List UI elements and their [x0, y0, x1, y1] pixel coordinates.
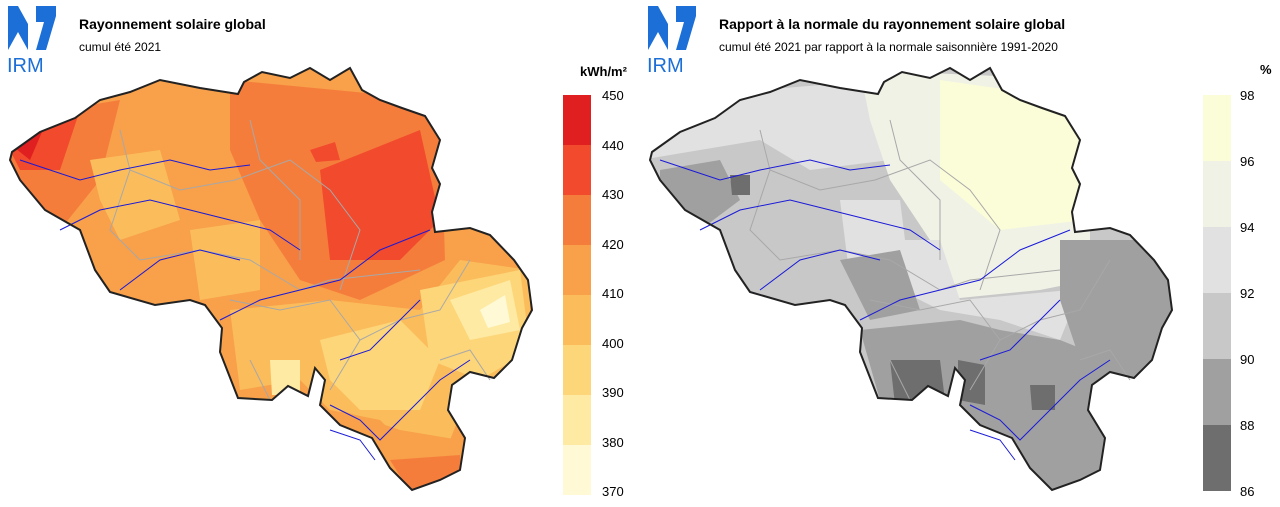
legend-tick: 420: [602, 237, 624, 252]
legend-swatch-450: [563, 95, 591, 145]
map-subtitle: cumul été 2021 par rapport à la normale …: [719, 40, 1058, 54]
legend-swatch-440: [563, 145, 591, 195]
legend-tick: 400: [602, 336, 624, 351]
legend-swatch-90-92: [1203, 293, 1231, 359]
legend-swatch-92-94: [1203, 227, 1231, 293]
legend-swatch-94-96: [1203, 161, 1231, 227]
legend-swatch-420: [563, 245, 591, 295]
legend-swatch-430: [563, 195, 591, 245]
legend-tick: 380: [602, 435, 624, 450]
map-title: Rayonnement solaire global: [79, 16, 266, 32]
belgium-radiation-map: [9, 67, 533, 491]
legend-tick: 98: [1240, 88, 1255, 103]
legend-swatch-390: [563, 395, 591, 445]
legend-swatch-88-90: [1203, 359, 1231, 425]
legend-tick: 96: [1240, 154, 1255, 169]
legend-swatch-380: [563, 445, 591, 495]
irm-logo-text: IRM: [647, 55, 684, 74]
legend-tick: 430: [602, 187, 624, 202]
legend-tick: 86: [1240, 484, 1255, 499]
legend-tick: 410: [602, 286, 624, 301]
legend-swatch-86-88: [1203, 425, 1231, 491]
map-subtitle: cumul été 2021: [79, 40, 162, 54]
legend-tick: 390: [602, 385, 624, 400]
legend-tick: 370: [602, 484, 624, 499]
irm-logo: IRM: [647, 6, 696, 74]
legend-tick: 94: [1240, 220, 1255, 235]
legend-tick: 450: [602, 88, 624, 103]
belgium-ratio-map: [649, 67, 1173, 491]
legend-tick: 92: [1240, 286, 1255, 301]
irm-logo: IRM: [7, 6, 56, 74]
legend-unit: %: [1260, 62, 1272, 77]
legend-swatch-96-98: [1203, 95, 1231, 161]
legend-tick: 90: [1240, 352, 1255, 367]
irm-logo-text: IRM: [7, 55, 44, 74]
legend-swatch-400: [563, 345, 591, 395]
map-title: Rapport à la normale du rayonnement sola…: [719, 16, 1066, 32]
legend-tick: 88: [1240, 418, 1255, 433]
solar-radiation-panel: IRM Rayonnement solaire global cumul été…: [7, 6, 627, 499]
legend-swatch-410: [563, 295, 591, 345]
legend-tick: 440: [602, 138, 624, 153]
ratio-to-normal-panel: IRM Rapport à la normale du rayonnement …: [640, 0, 1280, 507]
legend-unit: kWh/m²: [580, 64, 627, 79]
